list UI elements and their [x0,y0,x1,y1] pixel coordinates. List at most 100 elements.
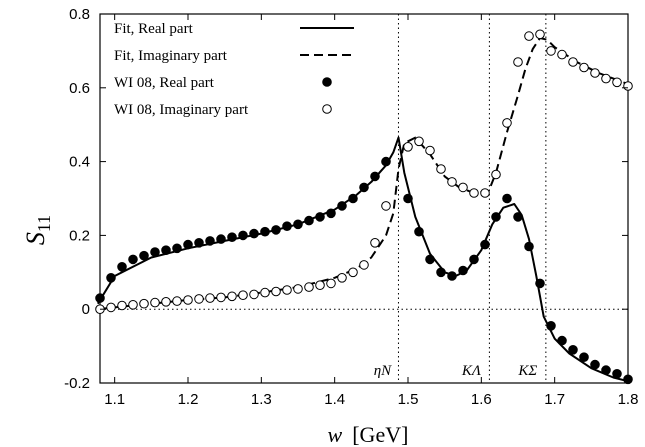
data-point-imaginary [447,177,457,187]
legend-marker-filled [322,77,332,87]
data-point-imaginary [623,81,633,91]
y-tick-label: -0.2 [64,375,90,392]
y-axis-label-base: S [21,232,50,245]
data-point-real [524,241,534,252]
data-point-imaginary [161,297,171,307]
data-point-real [546,321,556,331]
y-axis-label: S11 [21,215,54,245]
data-point-real [502,193,512,204]
data-point-imaginary [612,77,622,88]
y-tick-label: 0.8 [69,6,90,23]
data-point-imaginary [414,136,424,147]
y-tick-label: 0.2 [69,227,90,244]
x-tick-label: 1.2 [178,391,199,408]
data-point-real [480,239,490,250]
data-point-real [227,232,237,242]
data-point-imaginary [524,31,534,41]
data-point-real [326,208,336,219]
data-point-imaginary [205,293,215,303]
x-tick-label: 1.5 [398,391,419,408]
data-point-imaginary [326,278,336,289]
data-point-real [436,267,446,278]
data-point-imaginary [238,290,248,301]
data-point-imaginary [513,57,523,67]
data-point-real [139,250,149,261]
data-point-real [590,359,600,370]
data-point-imaginary [425,145,435,156]
data-point-imaginary [535,29,545,40]
data-point-real [95,293,105,303]
data-point-imaginary [106,302,116,313]
data-point-real [172,243,182,254]
series-markers [95,29,633,385]
data-point-imaginary [172,296,182,306]
data-point-real [216,234,226,244]
data-point-real [161,245,171,255]
data-point-real [557,335,567,346]
data-point-imaginary [469,188,479,198]
data-point-real [128,254,138,265]
data-point-real [249,228,259,239]
y-tick-label: 0.4 [69,154,90,171]
data-point-real [117,262,127,272]
legend-label: Fit, Real part [114,21,194,37]
threshold-labels: ηN KΛ KΣ [374,363,538,379]
plot-frame [99,13,629,384]
data-point-imaginary [227,291,237,302]
data-point-real [425,254,435,265]
legend-marker-open [322,104,332,114]
data-point-imaginary [139,298,149,309]
data-point-real [491,212,501,222]
data-point-imaginary [579,62,589,73]
data-point-imaginary [194,294,204,304]
data-point-real [150,247,160,257]
x-tick-label: 1.1 [104,391,125,408]
legend-label: Fit, Imaginary part [114,48,228,64]
data-point-imaginary [271,286,281,297]
data-point-real [513,212,523,222]
data-point-real [304,215,314,226]
threshold-label: ηN [374,363,392,379]
data-point-real [183,239,193,250]
x-tick-label: 1.8 [618,391,639,408]
data-point-imaginary [491,169,501,180]
plot-border [99,13,629,384]
data-point-real [106,273,116,283]
data-point-real [282,221,292,231]
threshold-label: KΛ [461,363,481,379]
data-point-real [271,225,281,235]
data-point-imaginary [128,300,138,310]
data-point-real [579,352,589,363]
data-point-real [194,238,204,248]
data-point-imaginary [260,287,270,298]
data-point-imaginary [359,260,369,270]
data-point-imaginary [315,280,325,291]
legend: Fit, Real part Fit, Imaginary part WI 08, … [114,21,354,118]
data-point-imaginary [502,118,512,128]
data-point-imaginary [117,300,127,311]
x-axis-label-unit: [GeV] [352,422,408,447]
data-point-imaginary [403,142,413,152]
data-point-real [403,193,413,204]
threshold-lines [397,14,547,383]
data-point-real [469,254,479,265]
data-point-imaginary [480,188,490,198]
data-point-real [260,226,270,237]
data-point-imaginary [150,297,160,308]
x-tick-label: 1.7 [544,391,565,408]
legend-label: WI 08, Imaginary part [114,102,249,118]
data-point-real [205,236,215,246]
data-point-real [359,182,369,193]
data-point-real [348,193,358,204]
data-point-real [458,265,468,276]
data-point-real [414,226,424,237]
legend-label: WI 08, Real part [114,75,215,91]
data-point-imaginary [348,267,358,278]
data-point-real [601,365,611,375]
data-point-imaginary [546,46,556,56]
x-axis-label-var: w [328,422,343,447]
data-point-real [315,212,325,222]
x-axis-label: w [GeV] [328,422,409,447]
data-point-real [293,219,303,230]
